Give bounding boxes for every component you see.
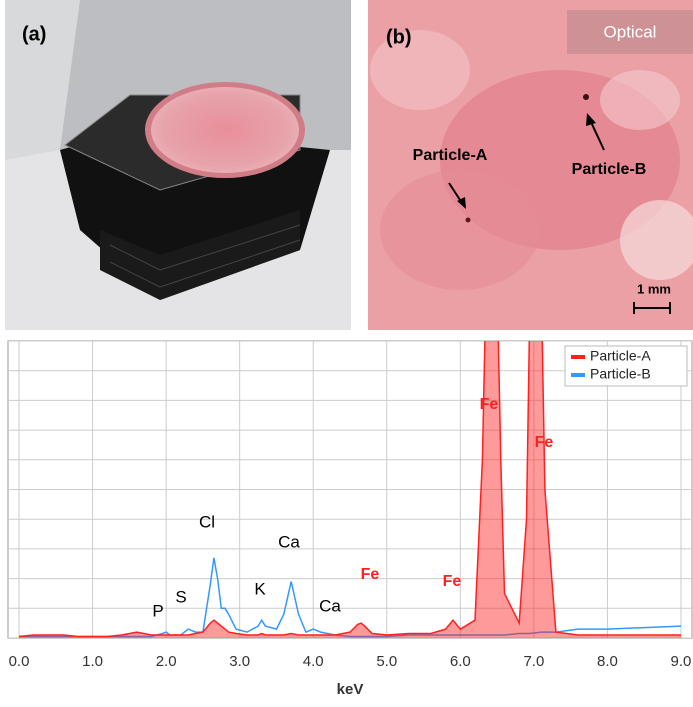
peak-label: Fe [361,566,380,583]
page: {"panel_a": {"label": "(a)"}, "panel_b":… [0,0,693,702]
x-tick-label: 0.0 [9,653,30,670]
arrow-label: Particle-A [413,147,488,164]
photo-b: Optical (b) Particle-A Particle-B 1 mm [368,0,693,330]
x-tick-label: 5.0 [376,653,397,670]
panel-label: (a) [22,23,46,45]
legend-label: Particle-A [590,348,651,364]
badge: Optical [604,22,657,41]
x-tick-label: 6.0 [450,653,471,670]
peak-label: Cl [199,512,215,531]
scale-bar-label: 1 mm [637,281,671,296]
peak-label: S [175,587,186,606]
peak-label: Ca [278,532,300,551]
x-tick-label: 4.0 [303,653,324,670]
x-tick-label: 1.0 [82,653,103,670]
x-tick-label: 8.0 [597,653,618,670]
peak-label: Ca [319,596,341,615]
peak-label: Fe [535,434,554,451]
photo-a: (a) [5,0,351,330]
peak-label: K [254,579,266,598]
figure: (a) Optical (b) Particle-A Particle-B 1 … [0,0,693,702]
legend-label: Particle-B [590,366,651,382]
x-tick-label: 3.0 [229,653,250,670]
peak-label: P [152,601,163,620]
peak-label: Fe [443,573,462,590]
x-axis-label: keV [337,681,364,698]
peak-label: Fe [480,396,499,413]
arrow-label: Particle-B [572,161,647,178]
panel-label: (b) [386,26,412,48]
x-tick-label: 2.0 [156,653,177,670]
x-tick-label: 7.0 [523,653,544,670]
x-tick-label: 9.0 [671,653,692,670]
